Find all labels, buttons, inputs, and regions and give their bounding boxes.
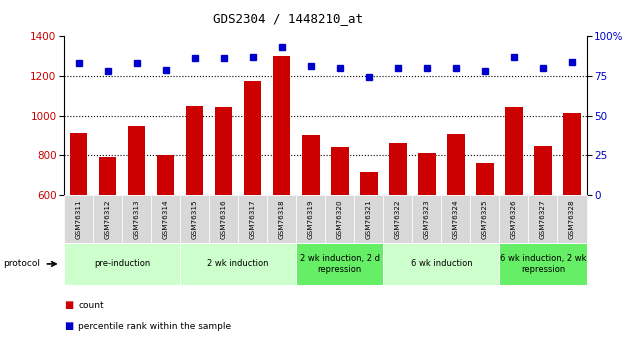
Text: 2 wk induction: 2 wk induction: [208, 259, 269, 268]
Text: GDS2304 / 1448210_at: GDS2304 / 1448210_at: [213, 12, 363, 25]
Bar: [389, 144, 406, 195]
Bar: [476, 163, 494, 195]
Bar: [360, 172, 378, 195]
Text: GSM76327: GSM76327: [540, 199, 546, 239]
Text: GSM76321: GSM76321: [366, 199, 372, 239]
Bar: [447, 135, 465, 195]
Text: GSM76316: GSM76316: [221, 199, 227, 239]
Text: GSM76326: GSM76326: [511, 199, 517, 239]
Text: ■: ■: [64, 321, 73, 331]
Text: GSM76328: GSM76328: [569, 199, 575, 239]
Bar: [273, 56, 290, 195]
Bar: [505, 107, 522, 195]
Bar: [331, 147, 349, 195]
Text: GSM76315: GSM76315: [192, 199, 197, 239]
Text: GSM76314: GSM76314: [163, 199, 169, 239]
Text: percentile rank within the sample: percentile rank within the sample: [78, 322, 231, 331]
Bar: [186, 106, 203, 195]
Bar: [302, 135, 319, 195]
Text: GSM76320: GSM76320: [337, 199, 343, 239]
Text: GSM76317: GSM76317: [250, 199, 256, 239]
Text: 2 wk induction, 2 d
repression: 2 wk induction, 2 d repression: [300, 254, 380, 274]
Bar: [157, 155, 174, 195]
Text: protocol: protocol: [3, 259, 40, 268]
Text: ■: ■: [64, 300, 73, 310]
Text: GSM76323: GSM76323: [424, 199, 430, 239]
Text: pre-induction: pre-induction: [94, 259, 150, 268]
Text: GSM76312: GSM76312: [104, 199, 111, 239]
Bar: [244, 81, 262, 195]
Text: count: count: [78, 301, 104, 310]
Bar: [99, 157, 117, 195]
Bar: [418, 153, 436, 195]
Bar: [563, 112, 581, 195]
Text: GSM76313: GSM76313: [134, 199, 140, 239]
Text: GSM76324: GSM76324: [453, 199, 459, 239]
Text: GSM76311: GSM76311: [76, 199, 81, 239]
Text: GSM76318: GSM76318: [279, 199, 285, 239]
Bar: [215, 107, 233, 195]
Text: GSM76322: GSM76322: [395, 199, 401, 239]
Bar: [534, 146, 552, 195]
Bar: [128, 127, 146, 195]
Bar: [70, 134, 87, 195]
Text: GSM76319: GSM76319: [308, 199, 314, 239]
Text: GSM76325: GSM76325: [482, 199, 488, 239]
Text: 6 wk induction: 6 wk induction: [411, 259, 472, 268]
Text: 6 wk induction, 2 wk
repression: 6 wk induction, 2 wk repression: [500, 254, 587, 274]
